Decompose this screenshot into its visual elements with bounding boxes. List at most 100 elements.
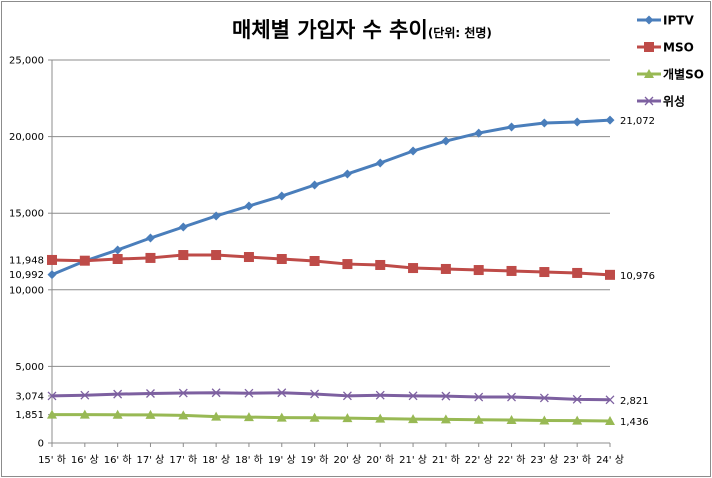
- data-point-iptv: [113, 245, 123, 255]
- x-tick-label: 18' 하: [235, 453, 263, 466]
- x-tick-label: 24' 상: [596, 454, 624, 466]
- data-point-iptv: [539, 118, 549, 128]
- y-tick-label: 10,000: [9, 285, 44, 296]
- series-line-mso: [51, 253, 611, 277]
- legend-marker-individual-so: [644, 69, 654, 78]
- data-point-satellite: [572, 394, 582, 404]
- data-point-individual-so: [506, 415, 517, 425]
- data-point-iptv: [375, 158, 385, 168]
- data-point-satellite: [310, 389, 320, 399]
- x-tick-label: 16' 상: [71, 454, 99, 466]
- x-tick-label: 18' 상: [202, 454, 230, 466]
- x-tick-label: 20' 하: [366, 453, 394, 466]
- data-point-individual-so: [473, 414, 484, 424]
- data-point-mso: [408, 263, 419, 274]
- data-point-iptv: [605, 115, 615, 125]
- x-tick-label: 19' 하: [301, 453, 329, 466]
- y-tick-label: 0: [38, 439, 44, 450]
- data-point-individual-so: [375, 413, 386, 423]
- data-point-mso: [211, 250, 222, 261]
- data-point-mso: [506, 265, 517, 276]
- x-tick-label: 16' 하: [104, 453, 132, 466]
- data-point-iptv: [145, 233, 155, 243]
- legend-label-satellite: 위성: [663, 95, 685, 109]
- title-text: 매체별 가입자 수 추이: [232, 18, 428, 42]
- data-point-satellite: [146, 389, 155, 398]
- y-tick-label: 25,000: [9, 56, 44, 67]
- x-tick-label: 17' 상: [137, 454, 165, 466]
- x-tick-label: 19' 상: [268, 454, 296, 466]
- data-point-iptv: [178, 222, 188, 232]
- data-point-individual-so: [539, 415, 550, 425]
- legend-marker-iptv: [644, 15, 654, 25]
- end-label-iptv: 21,072: [620, 116, 655, 127]
- x-tick-label: 20' 상: [333, 454, 361, 466]
- data-point-mso: [309, 255, 320, 266]
- data-point-iptv: [572, 117, 582, 127]
- data-point-mso: [112, 254, 123, 265]
- chart-title: 매체별 가입자 수 추이(단위: 천명): [232, 14, 492, 44]
- data-point-individual-so: [408, 414, 419, 424]
- legend-label-mso: MSO: [663, 41, 694, 55]
- x-tick-label: 17' 하: [169, 453, 197, 466]
- data-point-satellite: [474, 392, 484, 402]
- data-point-mso: [47, 254, 57, 265]
- data-point-iptv: [211, 211, 221, 221]
- data-point-satellite: [80, 390, 90, 400]
- data-point-mso: [375, 259, 386, 270]
- data-point-iptv: [507, 122, 517, 132]
- data-point-mso: [539, 267, 550, 278]
- data-point-individual-so: [178, 410, 189, 420]
- data-point-iptv: [310, 180, 320, 190]
- legend-label-iptv: IPTV: [663, 14, 694, 28]
- data-point-individual-so: [572, 415, 583, 425]
- data-point-satellite: [211, 388, 221, 398]
- data-point-mso: [243, 252, 254, 263]
- series-line-individual-so: [51, 413, 611, 423]
- end-label-mso: 10,976: [620, 271, 655, 282]
- y-tick-label: 1,851: [15, 410, 44, 421]
- data-point-satellite: [539, 393, 549, 403]
- data-point-satellite: [178, 388, 188, 398]
- legend-marker-satellite: [644, 96, 654, 106]
- y-tick-label: 15,000: [9, 209, 44, 220]
- data-point-mso: [276, 254, 287, 265]
- y-tick-label: 3,074: [15, 391, 44, 402]
- data-point-individual-so: [440, 414, 451, 424]
- legend-marker-mso: [644, 42, 654, 52]
- data-point-individual-so: [605, 416, 615, 426]
- data-point-individual-so: [112, 409, 123, 419]
- data-point-satellite: [375, 390, 385, 400]
- data-point-satellite: [47, 391, 57, 401]
- y-tick-label: 11,948: [9, 255, 44, 266]
- data-point-individual-so: [276, 412, 287, 422]
- data-point-satellite: [342, 391, 352, 401]
- x-tick-label: 15' 하: [38, 453, 66, 466]
- data-point-individual-so: [47, 409, 57, 419]
- y-tick-label: 20,000: [9, 132, 44, 143]
- data-point-iptv: [474, 128, 484, 138]
- series-line-iptv: [51, 118, 611, 276]
- x-tick-label: 21' 하: [432, 453, 460, 466]
- data-point-satellite: [113, 389, 123, 399]
- x-tick-label: 23' 상: [530, 454, 558, 466]
- data-point-individual-so: [309, 412, 320, 422]
- y-tick-label: 5,000: [15, 362, 44, 373]
- data-point-satellite: [441, 391, 451, 401]
- end-label-individual-so: 1,436: [620, 417, 649, 428]
- data-point-mso: [473, 265, 484, 276]
- data-point-mso: [342, 259, 353, 270]
- end-label-satellite: 2,821: [620, 396, 649, 407]
- data-point-mso: [79, 255, 90, 266]
- y-tick-label: 10,992: [9, 270, 44, 281]
- data-point-mso: [145, 252, 156, 263]
- data-point-iptv: [277, 191, 287, 201]
- x-tick-label: 22' 상: [465, 454, 493, 466]
- data-point-satellite: [277, 388, 287, 398]
- data-point-satellite: [244, 388, 254, 398]
- data-point-individual-so: [342, 413, 353, 423]
- data-point-iptv: [441, 136, 451, 146]
- data-point-individual-so: [79, 409, 90, 419]
